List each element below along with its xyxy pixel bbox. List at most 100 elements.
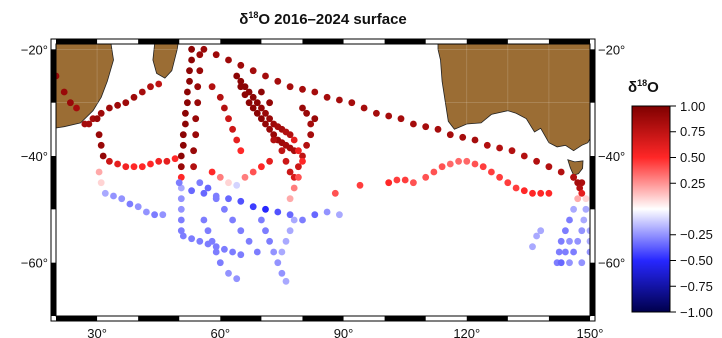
data-point	[245, 99, 253, 107]
map-frame	[50, 38, 596, 322]
data-point	[459, 133, 467, 141]
data-point	[533, 232, 540, 240]
data-point	[233, 275, 241, 283]
data-point	[225, 269, 232, 277]
frame-bar	[590, 156, 595, 210]
data-point	[67, 99, 74, 107]
data-point	[155, 80, 163, 88]
frame-bar	[466, 39, 508, 44]
data-point	[216, 93, 224, 101]
data-point	[586, 237, 590, 245]
data-point	[85, 120, 93, 128]
data-point	[186, 77, 193, 85]
data-point	[266, 99, 273, 107]
data-point	[208, 168, 216, 176]
data-point	[192, 115, 200, 123]
data-point	[307, 120, 315, 128]
data-point	[179, 232, 187, 240]
madagascar-land	[152, 44, 179, 79]
frame-bar	[590, 49, 595, 103]
australia-land	[437, 44, 590, 152]
frame-bar	[302, 316, 344, 321]
data-point	[262, 205, 269, 213]
data-point	[582, 205, 590, 213]
data-point	[479, 163, 487, 171]
data-point	[233, 72, 241, 80]
data-point	[274, 77, 282, 85]
data-point	[258, 88, 265, 96]
data-point	[184, 99, 191, 107]
data-point	[562, 227, 569, 235]
data-point	[545, 189, 553, 197]
data-point	[163, 157, 171, 165]
data-point	[177, 163, 185, 171]
data-point	[537, 227, 545, 235]
data-point	[249, 93, 257, 101]
data-point	[286, 83, 294, 91]
data-point	[114, 160, 121, 168]
data-point	[262, 227, 269, 235]
data-point	[410, 120, 417, 128]
data-point	[122, 99, 130, 107]
data-point	[574, 179, 582, 187]
data-point	[177, 184, 185, 192]
data-point	[253, 99, 261, 107]
data-point	[200, 216, 208, 224]
lon-tick-label: 60°	[210, 326, 230, 338]
data-point	[110, 192, 117, 200]
data-point	[578, 189, 586, 197]
data-point	[126, 200, 134, 208]
data-point	[204, 184, 212, 192]
data-point	[225, 115, 232, 123]
data-point	[177, 227, 185, 235]
data-point	[212, 248, 220, 256]
data-point	[155, 157, 163, 165]
data-point	[574, 195, 582, 203]
data-point	[177, 173, 185, 181]
data-point	[245, 237, 253, 245]
data-point	[348, 99, 356, 107]
data-point	[290, 216, 298, 224]
data-point	[270, 248, 278, 256]
data-point	[95, 131, 103, 139]
lat-tick-label-right: −60°	[598, 256, 625, 271]
data-point	[177, 195, 185, 203]
data-point	[266, 115, 273, 123]
data-point	[323, 208, 331, 216]
data-point	[253, 109, 261, 117]
colorbar-title: δ18O	[628, 78, 659, 96]
data-point	[93, 115, 101, 123]
data-point	[216, 259, 224, 267]
data-point	[258, 104, 265, 112]
data-point	[290, 136, 298, 144]
frame-bar	[51, 262, 56, 316]
data-point	[97, 109, 105, 117]
data-point	[56, 72, 60, 80]
data-point	[182, 120, 189, 128]
data-point	[237, 251, 245, 259]
data-point	[118, 195, 126, 203]
data-point	[578, 227, 586, 235]
frame-bar	[56, 316, 98, 321]
data-point	[179, 131, 187, 139]
data-point	[266, 157, 273, 165]
frame-bar	[138, 39, 180, 44]
colorbar-tick-label: −0.75	[680, 278, 713, 294]
frame-bar	[384, 316, 426, 321]
data-point	[270, 136, 278, 144]
data-point	[545, 163, 553, 171]
data-point	[360, 104, 368, 112]
data-point	[237, 77, 245, 85]
data-point	[188, 45, 196, 53]
data-point	[529, 243, 536, 251]
frame-bar	[51, 156, 56, 210]
data-point	[557, 168, 565, 176]
data-point	[97, 141, 105, 149]
data-point	[557, 237, 565, 245]
data-point	[286, 195, 294, 203]
data-point	[438, 163, 446, 171]
data-point	[508, 147, 516, 155]
data-point	[311, 211, 319, 219]
data-point	[496, 173, 503, 181]
data-point	[138, 163, 146, 171]
